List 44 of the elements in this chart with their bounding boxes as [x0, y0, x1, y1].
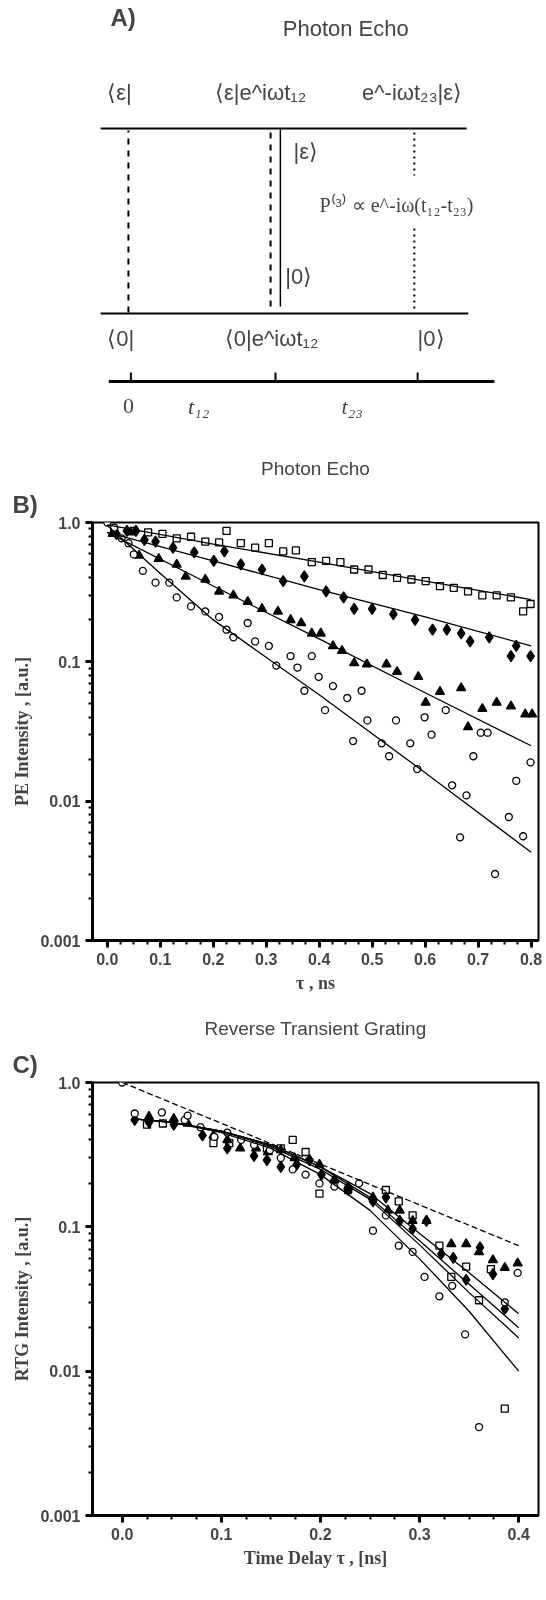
text: Photon Echo [282, 15, 409, 41]
text: |0⟩ [285, 263, 313, 289]
text: ⟨ε|e^iωt₁₂ [215, 79, 307, 105]
x-tick-label: 0.6 [414, 950, 437, 968]
x-tick-label: 0.0 [111, 1525, 134, 1543]
text: t₁₂ [187, 393, 210, 419]
x-tick-label: 0.4 [308, 950, 331, 968]
x-tick-label: 0.3 [255, 950, 278, 968]
text: ⟨0| [107, 325, 135, 351]
x-tick-label: 0.0 [96, 950, 119, 968]
y-tick-label: 1.0 [58, 1074, 81, 1092]
x-tick-label: 0.3 [408, 1525, 431, 1543]
x-axis-title: τ , ns [296, 972, 335, 993]
y-axis-title: RTG Intensity , [a.u.] [12, 1216, 33, 1382]
x-axis-title: Time Delay τ , [ns] [243, 1547, 388, 1568]
x-tick-label: 0.7 [466, 950, 490, 968]
x-tick-label: 0.2 [309, 1525, 332, 1543]
y-tick-label: 0.01 [49, 1363, 81, 1381]
text: 0 [122, 392, 134, 418]
x-tick-label: 0.5 [361, 950, 384, 968]
text: C) [12, 1050, 38, 1078]
x-tick-label: 0.1 [149, 950, 172, 968]
x-tick-label: 0.1 [210, 1525, 233, 1543]
y-tick-label: 0.1 [58, 653, 81, 671]
text: |0⟩ [417, 325, 445, 351]
text: ⟨0|e^iωt₁₂ [224, 325, 319, 351]
text: A) [110, 3, 136, 31]
y-tick-label: 0.1 [58, 1218, 81, 1236]
chart-title: Reverse Transient Grating [204, 1017, 427, 1039]
text: t₂₃ [341, 393, 363, 419]
x-tick-label: 0.4 [507, 1525, 530, 1543]
y-axis-title: PE Intensity , [a.u.] [12, 656, 33, 806]
x-tick-label: 0.8 [519, 950, 543, 968]
text: |ε⟩ [293, 138, 318, 164]
text: P⁽³⁾ ∝ e^-iω(t₁₂-t₂₃) [319, 192, 474, 217]
text: e^-iωt₂₃|ε⟩ [362, 79, 463, 105]
x-tick-label: 0.2 [202, 950, 225, 968]
text: B) [12, 490, 38, 518]
y-tick-label: 1.0 [58, 514, 81, 532]
y-tick-label: 0.01 [49, 793, 81, 811]
chart-title: Photon Echo [261, 457, 370, 479]
text: ⟨ε| [107, 79, 132, 105]
y-tick-label: 0.001 [40, 1507, 81, 1525]
y-tick-label: 0.001 [40, 932, 81, 950]
